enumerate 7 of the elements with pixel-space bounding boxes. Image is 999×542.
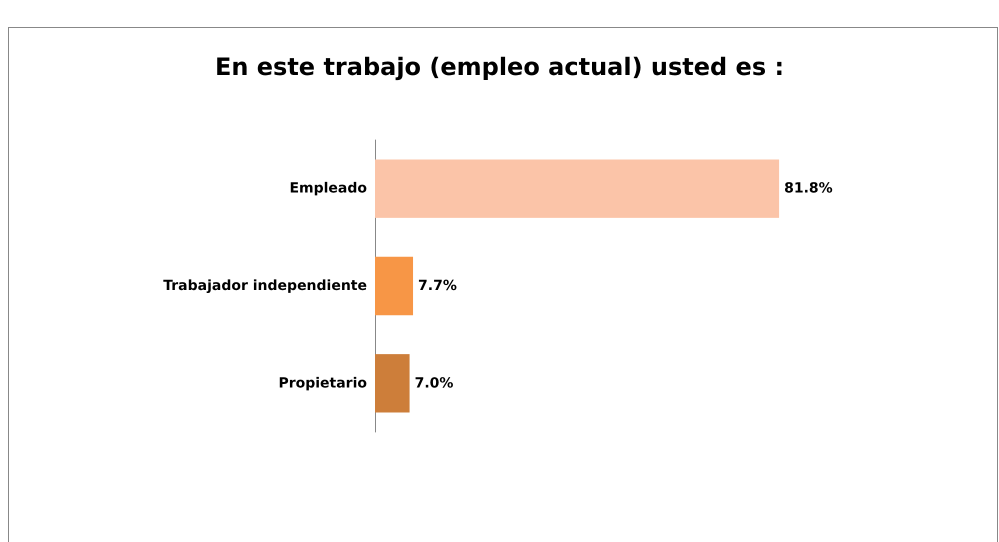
y-tick-label: Empleado xyxy=(289,180,368,197)
y-tick-label: Trabajador independiente xyxy=(163,278,367,294)
data-label: 7.7% xyxy=(418,278,457,294)
data-label: 7.0% xyxy=(414,375,454,392)
data-label: 81.8% xyxy=(784,180,833,197)
chart-title: En este trabajo (empleo actual) usted es : xyxy=(214,53,784,81)
y-tick-label: Propietario xyxy=(278,375,368,392)
